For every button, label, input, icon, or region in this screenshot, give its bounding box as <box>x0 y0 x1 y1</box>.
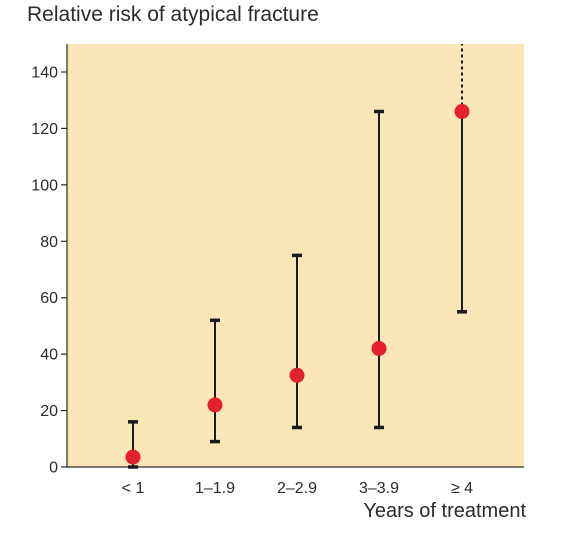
x-tick-label: 2–2.9 <box>277 480 317 497</box>
y-tick-label: 60 <box>40 290 58 307</box>
y-tick-label: 140 <box>31 65 58 82</box>
plot-area: 0 20 40 60 80 100 120 140 < 1 1–1.9 2–2.9 3–3.9 ≥ 4 <box>31 44 524 497</box>
chart-title: Relative risk of atypical fracture <box>27 3 319 26</box>
y-tick-label: 100 <box>31 177 58 194</box>
data-point <box>207 397 223 413</box>
y-tick-label: 80 <box>40 234 58 251</box>
y-tick-label: 40 <box>40 347 58 364</box>
data-point <box>454 104 470 119</box>
x-tick-label: < 1 <box>122 480 145 497</box>
x-axis-title: Years of treatment <box>363 500 526 522</box>
data-point <box>289 367 305 383</box>
y-tick-label: 120 <box>31 121 58 138</box>
y-tick-label: 20 <box>40 403 58 420</box>
y-tick-label: 0 <box>49 460 58 477</box>
x-tick-label: 1–1.9 <box>195 480 235 497</box>
data-point <box>371 341 387 356</box>
data-point <box>125 449 141 465</box>
x-tick-label: ≥ 4 <box>451 480 473 497</box>
x-tick-label: 3–3.9 <box>359 480 399 497</box>
